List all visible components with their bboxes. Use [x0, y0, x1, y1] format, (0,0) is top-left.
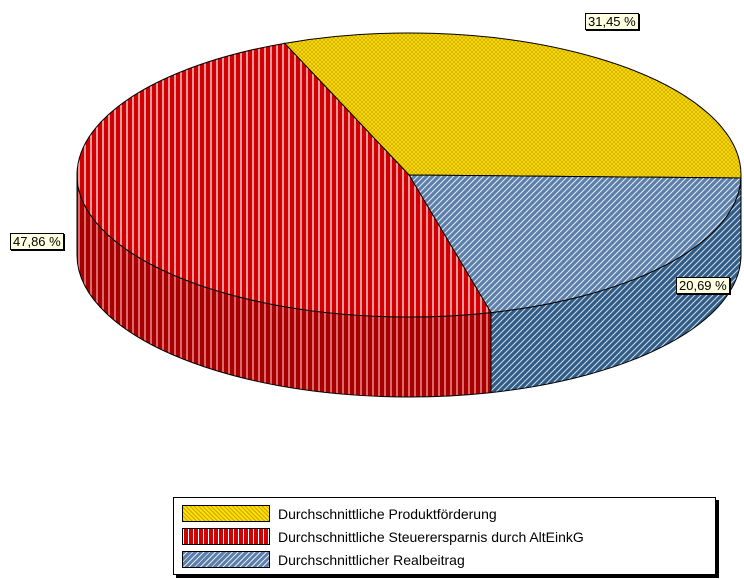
data-label: 47,86 %	[10, 233, 64, 250]
legend-label: Durchschnittliche Steuerersparnis durch …	[278, 528, 584, 545]
data-label: 20,69 %	[676, 277, 730, 294]
pie-slice	[408, 174, 742, 314]
legend-item: Durchschnittliche Steuerersparnis durch …	[182, 525, 715, 548]
data-label: 31,45 %	[585, 13, 639, 30]
legend-label: Durchschnittliche Produktförderung	[278, 505, 497, 522]
legend-item: Durchschnittlicher Realbeitrag	[182, 548, 715, 571]
legend-label: Durchschnittlicher Realbeitrag	[278, 551, 465, 568]
legend-swatch	[182, 551, 270, 568]
legend: Durchschnittliche Produktförderung Durchs…	[173, 497, 716, 575]
legend-item: Durchschnittliche Produktförderung	[182, 502, 715, 525]
pie-slice	[283, 32, 742, 179]
legend-swatch	[182, 505, 270, 522]
legend-swatch	[182, 528, 270, 545]
pie-slice	[76, 42, 492, 318]
pie-chart-plot	[76, 32, 742, 398]
